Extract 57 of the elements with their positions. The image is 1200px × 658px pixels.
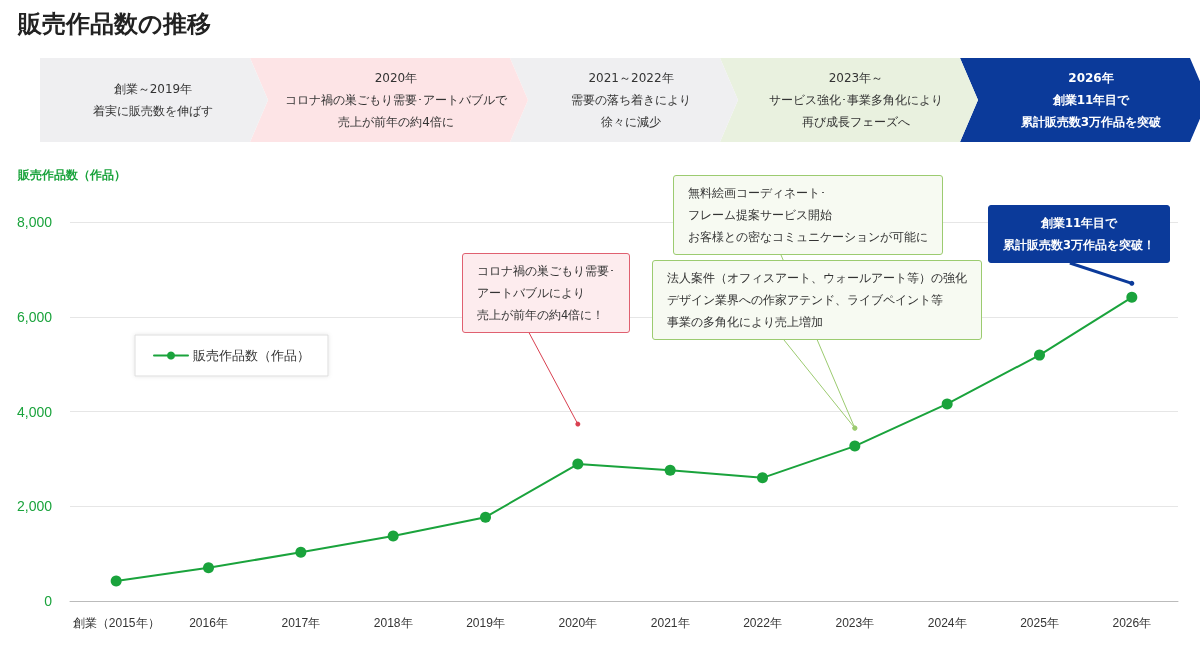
annotation: 売上が前年の約4倍に！ bbox=[477, 307, 606, 324]
y-axis-title: 販売作品数（作品） bbox=[18, 167, 126, 184]
text: コロナ禍の巣ごもり需要･アートバブルで bbox=[285, 92, 507, 109]
text: 売上が前年の約4倍に bbox=[337, 114, 455, 131]
text: 創業～2019年 bbox=[112, 81, 194, 98]
point bbox=[941, 398, 953, 410]
annotation: デザイン業界への作家アテンド、ライブペイント等 bbox=[667, 292, 944, 309]
chart-title: 販売作品数の推移 bbox=[18, 9, 211, 40]
annotation: お客様との密なコミュニケーションが可能に bbox=[688, 229, 928, 246]
text: 再び成長フェーズへ bbox=[801, 114, 911, 131]
point bbox=[110, 575, 122, 587]
x-tick-label: 2018年 bbox=[373, 616, 413, 630]
x-tick-label: 2026年 bbox=[1112, 616, 1152, 630]
x-tick-label: 2022年 bbox=[743, 616, 782, 630]
point bbox=[480, 511, 491, 523]
text: フレーム提案サービス開始 bbox=[688, 207, 833, 224]
text: 2020年 bbox=[373, 70, 419, 87]
x-tick-label: 創業（2015年） bbox=[72, 616, 160, 630]
text: 2023年～ bbox=[827, 70, 885, 87]
text: 徐々に減少 bbox=[600, 114, 662, 131]
text: 無料絵画コーディネート･ bbox=[688, 185, 827, 202]
y-tick-label: 0 bbox=[44, 593, 53, 609]
x-tick-label: 2019年 bbox=[466, 616, 505, 630]
annotation: コロナ禍の巣ごもり需要･ bbox=[477, 263, 615, 280]
annotation: 累計販売数3万作品を突破！ bbox=[1003, 237, 1156, 254]
y-tick-label: 4,000 bbox=[16, 403, 53, 420]
annotation: アートバブルにより bbox=[477, 285, 586, 302]
text: 創業11年目で bbox=[1051, 92, 1131, 109]
x-tick-label: 2021年 bbox=[650, 616, 690, 630]
y-tick-label: 8,000 bbox=[16, 214, 53, 230]
point bbox=[1034, 349, 1045, 361]
point bbox=[387, 530, 399, 542]
y-tick-label: 2,000 bbox=[16, 498, 53, 515]
text: 2026年 bbox=[1067, 70, 1115, 87]
annotation: 法人案件（オフィスアート、ウォールアート等）の強化 bbox=[667, 270, 967, 287]
point bbox=[664, 464, 676, 476]
x-tick-label: 2025年 bbox=[1020, 616, 1059, 630]
point bbox=[1126, 291, 1138, 303]
x-tick-label: 2024年 bbox=[927, 616, 967, 630]
x-tick-label: 2016年 bbox=[189, 616, 228, 630]
text: 需要の落ち着きにより bbox=[571, 92, 691, 109]
y-tick-label: 6,000 bbox=[16, 308, 53, 325]
text: 2021～2022年 bbox=[587, 70, 675, 87]
x-tick-label: 2020年 bbox=[558, 616, 598, 630]
x-tick-label: 2023年 bbox=[835, 616, 875, 630]
annotation: 事業の多角化により売上増加 bbox=[667, 314, 824, 331]
point bbox=[757, 472, 768, 484]
annotation: 創業11年目で bbox=[1040, 215, 1119, 232]
x-tick-label: 2017年 bbox=[281, 616, 321, 630]
text: サービス強化･事業多角化により bbox=[769, 92, 943, 109]
point bbox=[849, 440, 861, 452]
point bbox=[295, 546, 307, 558]
text: 累計販売数3万作品を突破 bbox=[1020, 114, 1162, 131]
point bbox=[572, 458, 584, 470]
text: 着実に販売数を伸ばす bbox=[93, 103, 213, 120]
legend-label: 販売作品数（作品） bbox=[193, 348, 310, 363]
point bbox=[203, 562, 214, 574]
